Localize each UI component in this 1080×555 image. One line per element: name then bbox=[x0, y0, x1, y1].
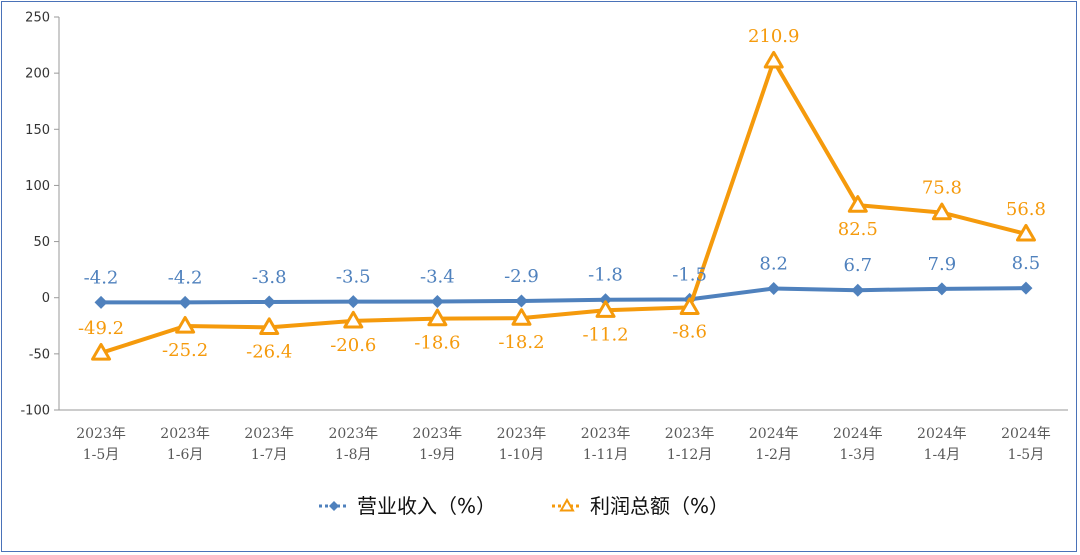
triangle-marker bbox=[259, 317, 280, 335]
x-tick-label-year: 2023年 bbox=[665, 426, 715, 442]
data-label: -20.6 bbox=[330, 335, 376, 356]
diamond-marker bbox=[430, 295, 444, 309]
data-label: -8.6 bbox=[672, 321, 707, 342]
data-label: -4.2 bbox=[84, 267, 119, 288]
x-tick-label-year: 2024年 bbox=[833, 426, 883, 442]
x-tick-label-year: 2023年 bbox=[328, 426, 378, 442]
legend-triangle-icon bbox=[559, 497, 575, 512]
x-tick-label-year: 2023年 bbox=[413, 426, 463, 442]
triangle-marker bbox=[595, 300, 616, 318]
x-tick-label-period: 1-9月 bbox=[419, 447, 456, 463]
series-line-1 bbox=[100, 58, 1027, 355]
y-tick-label: 50 bbox=[33, 235, 50, 250]
data-label: -4.2 bbox=[168, 267, 203, 288]
x-tick-label-year: 2024年 bbox=[749, 426, 799, 442]
series-lines bbox=[91, 50, 1036, 361]
triangle-marker bbox=[91, 342, 112, 361]
x-tick-label-period: 1-12月 bbox=[667, 447, 712, 463]
triangle-marker bbox=[931, 202, 952, 221]
triangle-marker bbox=[175, 316, 196, 334]
triangle-marker bbox=[343, 310, 364, 329]
y-tick-label: 0 bbox=[42, 291, 50, 306]
data-label: -18.2 bbox=[498, 332, 544, 353]
legend: 营业收入（%） 利润总额（%） bbox=[319, 494, 729, 518]
data-label: -1.5 bbox=[672, 264, 707, 285]
data-label: -2.9 bbox=[504, 266, 539, 287]
diamond-marker bbox=[514, 294, 528, 308]
diamond-marker bbox=[262, 295, 276, 309]
diamond-marker bbox=[178, 295, 192, 309]
data-label: -18.6 bbox=[414, 333, 460, 354]
data-label: -3.8 bbox=[252, 267, 287, 288]
data-label: 8.5 bbox=[1012, 253, 1041, 274]
data-label: -3.4 bbox=[420, 267, 455, 288]
y-tick-label: 150 bbox=[25, 123, 50, 138]
diamond-marker bbox=[94, 295, 108, 309]
data-label: 6.7 bbox=[843, 255, 872, 276]
data-label: 56.8 bbox=[1006, 199, 1046, 220]
data-label: -11.2 bbox=[582, 324, 628, 345]
triangle-marker bbox=[847, 195, 868, 213]
diamond-marker bbox=[935, 282, 949, 296]
data-label: 75.8 bbox=[922, 178, 962, 199]
data-label: -25.2 bbox=[162, 340, 208, 361]
x-tick-label-period: 1-4月 bbox=[924, 447, 961, 463]
data-label: -1.8 bbox=[588, 265, 623, 286]
diamond-marker bbox=[599, 293, 613, 307]
x-tick-label-period: 1-6月 bbox=[167, 447, 204, 463]
data-labels: -4.2 -4.2 -3.8 -3.5 -3.4 -2.9 -1.8 -1.5 8.2 6.7 7.… bbox=[78, 26, 1046, 362]
x-tick-label-year: 2024年 bbox=[1001, 426, 1051, 442]
x-tick-label-period: 1-10月 bbox=[499, 447, 544, 463]
x-tick-label-period: 1-2月 bbox=[755, 447, 792, 463]
y-tick-label: 100 bbox=[25, 179, 50, 194]
data-label: -26.4 bbox=[246, 341, 292, 362]
legend-label: 营业收入（%） bbox=[357, 494, 496, 518]
x-tick-label-period: 1-11月 bbox=[583, 447, 628, 463]
data-label: -49.2 bbox=[78, 318, 124, 339]
x-tick-label-period: 1-7月 bbox=[251, 447, 288, 463]
x-tick-label-year: 2023年 bbox=[160, 426, 210, 442]
x-tick-label-period: 1-8月 bbox=[335, 447, 372, 463]
axes: -100 -50 0 50 100 150 200 250 2023年 1-5月 2023年 1-6月… bbox=[20, 11, 1068, 463]
data-label: 210.9 bbox=[748, 26, 800, 47]
legend-label: 利润总额（%） bbox=[590, 494, 729, 518]
x-tick-label-year: 2023年 bbox=[581, 426, 631, 442]
triangle-marker bbox=[679, 297, 700, 315]
series-line-0 bbox=[101, 286, 1026, 305]
x-tick-label-year: 2023年 bbox=[497, 426, 547, 442]
x-tick-label-year: 2024年 bbox=[917, 426, 967, 442]
x-tick-label-period: 1-5月 bbox=[1008, 447, 1045, 463]
data-label: 82.5 bbox=[838, 219, 878, 240]
diamond-marker bbox=[346, 295, 360, 309]
x-tick-label-year: 2023年 bbox=[76, 426, 126, 442]
triangle-marker bbox=[1015, 223, 1036, 242]
x-tick-label-period: 1-5月 bbox=[83, 447, 120, 463]
triangle-marker bbox=[427, 308, 448, 327]
y-tick-label: -100 bbox=[20, 404, 50, 419]
x-tick-label-year: 2023年 bbox=[244, 426, 294, 442]
triangle-marker bbox=[763, 50, 784, 69]
legend-diamond-icon bbox=[329, 501, 339, 511]
x-tick-label-period: 1-3月 bbox=[840, 447, 877, 463]
triangle-marker bbox=[511, 308, 532, 326]
diamond-marker bbox=[851, 283, 865, 297]
y-tick-label: 200 bbox=[25, 67, 50, 82]
data-label: -3.5 bbox=[336, 267, 371, 288]
data-label: 8.2 bbox=[759, 254, 788, 275]
data-label: 7.9 bbox=[928, 254, 957, 275]
y-tick-label: 250 bbox=[25, 11, 50, 26]
y-tick-label: -50 bbox=[29, 347, 50, 362]
diamond-marker bbox=[1019, 281, 1033, 295]
diamond-marker bbox=[767, 282, 781, 296]
